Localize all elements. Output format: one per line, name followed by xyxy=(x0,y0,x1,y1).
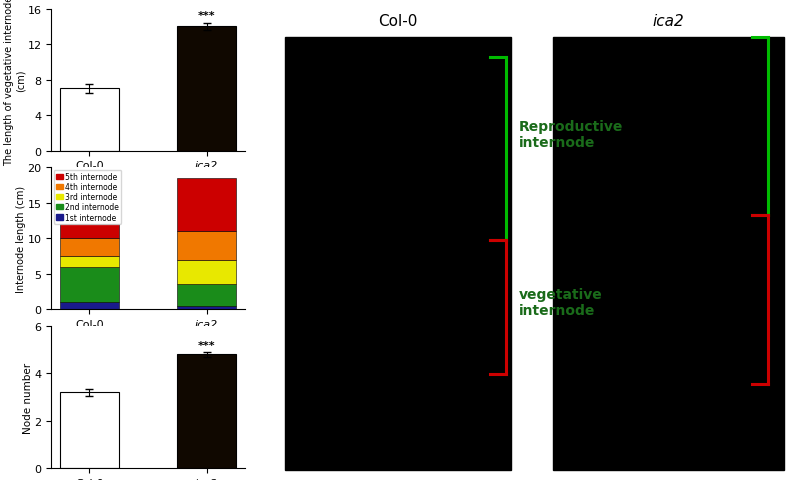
Bar xyxy=(60,267,118,302)
Bar xyxy=(178,306,236,310)
Bar xyxy=(60,225,118,239)
Legend: 5th internode, 4th internode, 3rd internode, 2nd internode, 1st internode: 5th internode, 4th internode, 3rd intern… xyxy=(54,170,122,224)
Bar xyxy=(178,232,236,260)
Bar xyxy=(60,239,118,256)
Text: ***: *** xyxy=(198,11,215,21)
Y-axis label: Node number: Node number xyxy=(23,362,33,432)
Bar xyxy=(178,27,236,151)
Bar xyxy=(286,38,511,470)
Bar xyxy=(60,393,118,468)
Text: vegetative
internode: vegetative internode xyxy=(519,288,603,317)
Bar xyxy=(178,260,236,285)
Y-axis label: Internode length (cm): Internode length (cm) xyxy=(16,185,26,292)
Bar xyxy=(553,38,783,470)
Y-axis label: The length of vegetative internode
(cm): The length of vegetative internode (cm) xyxy=(5,0,26,165)
Bar xyxy=(178,355,236,468)
Text: Reproductive
internode: Reproductive internode xyxy=(519,120,623,149)
Text: ica2: ica2 xyxy=(653,14,684,29)
Bar xyxy=(60,256,118,267)
Text: Col-0: Col-0 xyxy=(379,14,418,29)
Text: ***: *** xyxy=(198,340,215,350)
Bar xyxy=(60,302,118,310)
Bar xyxy=(178,285,236,306)
Bar xyxy=(178,179,236,232)
Bar xyxy=(60,89,118,151)
